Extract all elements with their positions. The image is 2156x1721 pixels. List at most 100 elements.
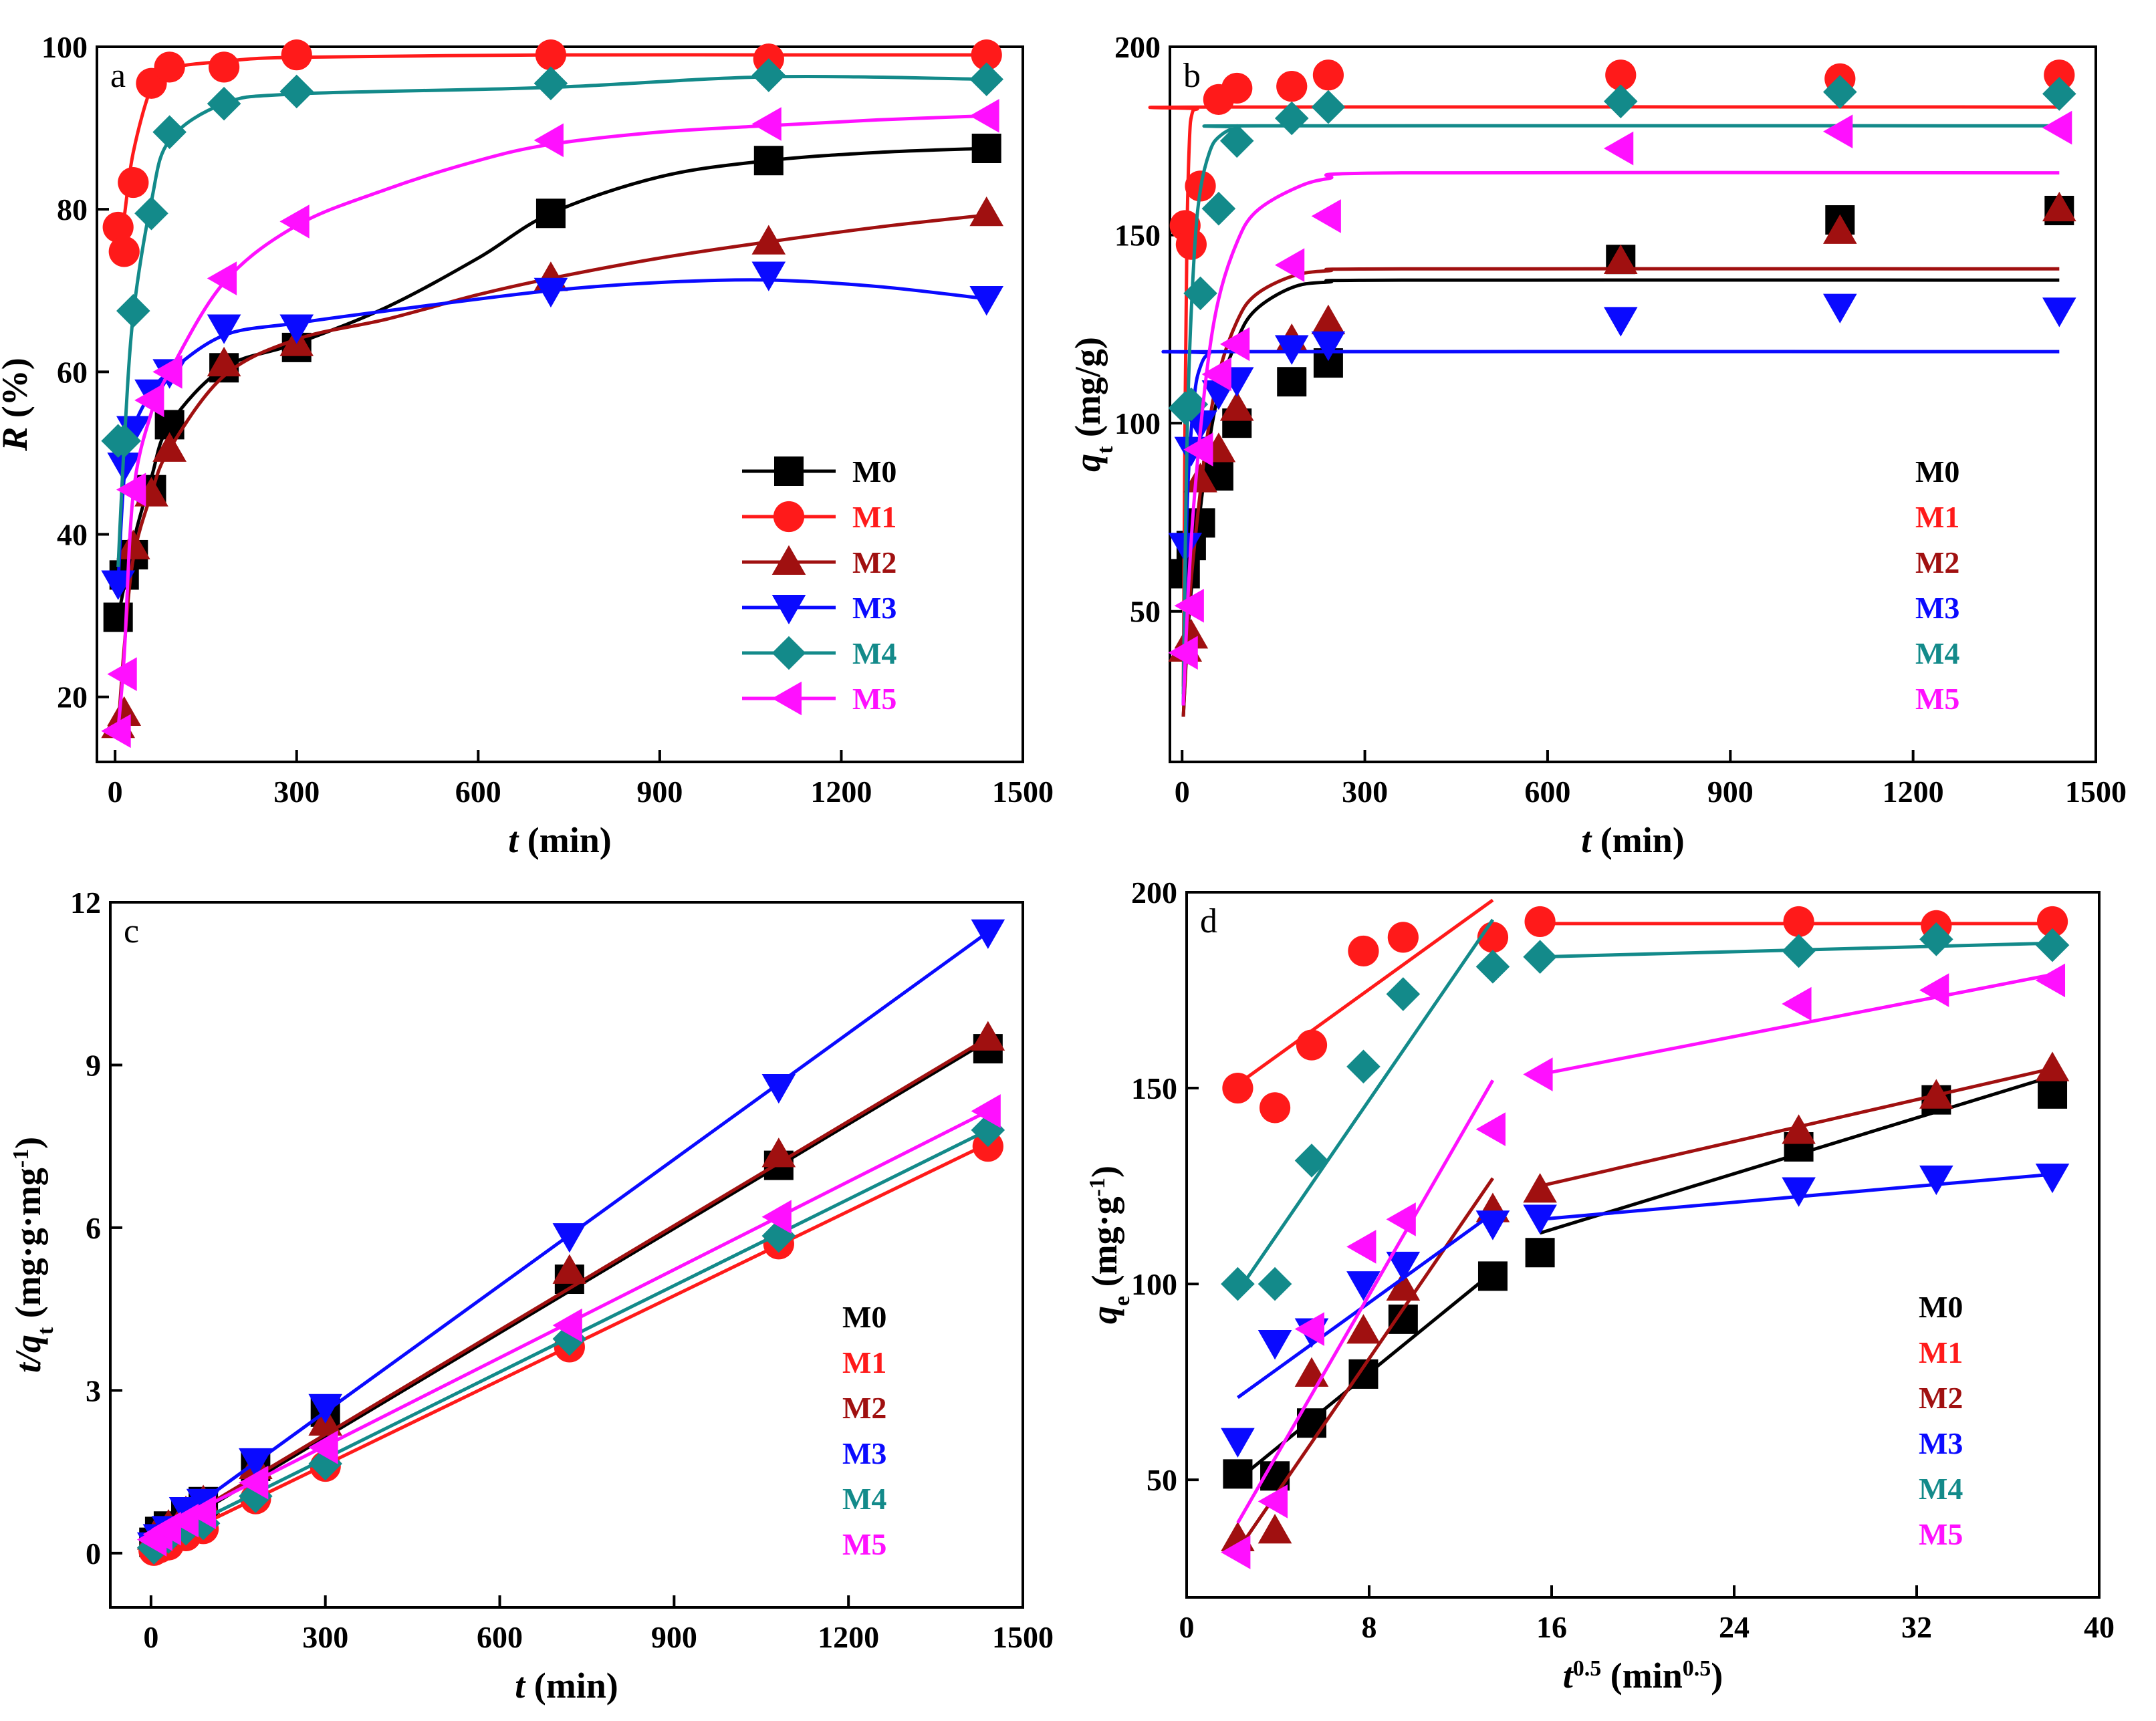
data-point-M3 [761,1073,796,1104]
legend-entry-M1: M1 [842,1345,886,1379]
data-point-M1 [118,166,149,198]
data-point-M3 [1311,331,1346,362]
legend-entry-M0: M0 [852,454,896,489]
data-point-M2 [1919,1079,1953,1109]
data-point-M0 [1223,1459,1253,1489]
fit-line-M2 [1181,267,2060,717]
data-point-M3 [2042,297,2076,327]
data-point-M3 [279,314,314,344]
data-point-M5 [1603,131,1634,166]
x-tick-label: 1500 [2065,775,2127,809]
data-point-M2 [1603,244,1638,274]
fit-line-M2 [1236,1177,1495,1552]
x-tick-label: 24 [1719,1610,1750,1644]
data-point-M2 [971,1021,1005,1051]
data-point-M5 [186,1495,217,1530]
data-point-M4 [1823,75,1857,109]
legend-entry-M3: M3 [852,591,896,625]
data-point-M1 [281,39,312,71]
data-point-M2 [107,696,142,726]
data-point-M2 [207,346,241,377]
legend: M0 M1 M2 M3 M4 M5 [742,454,896,716]
y-tick-label: 200 [1114,30,1161,64]
data-point-M5 [1219,327,1250,362]
data-point-M3 [2035,1163,2070,1194]
x-tick-label: 600 [1524,775,1570,809]
data-point-M4 [1294,1144,1329,1178]
series-M4 [1221,918,2070,1301]
fit-line-M1 [1236,898,1494,1086]
legend-entry-M0: M0 [1919,1290,1963,1324]
x-axis-label: t (min) [508,820,612,860]
data-point-M3 [1603,307,1638,337]
legend-entry-M1: M1 [1919,1335,1963,1369]
panel-a: 0 300 600 900 1200 1500 20 40 60 80 100 a t (min) R (… [0,30,1054,860]
data-point-M4 [1346,1049,1381,1084]
fit-line-M2 [144,1036,989,1544]
data-point-M3 [1346,1271,1381,1301]
data-point-M1 [1259,1092,1291,1123]
data-point-M2 [1311,304,1346,335]
series-M5 [136,1094,1001,1557]
legend-entry-M3: M3 [1915,591,1959,625]
data-point-M3 [969,285,1003,316]
data-point-M5 [1257,1484,1288,1518]
data-point-M2 [1346,1314,1381,1344]
data-point-M5 [1174,588,1204,623]
data-point-M4 [1183,276,1217,311]
data-point-M3 [308,1394,342,1424]
data-point-M1 [1222,1072,1253,1104]
fit-line-M4 [1181,124,2060,694]
y-tick-label: 50 [1147,1463,1177,1497]
plot-frame [1185,891,2101,1599]
data-point-M1 [1605,59,1637,91]
x-tick-label: 300 [273,775,320,809]
data-point-M5 [116,473,146,507]
data-point-M5 [1386,1202,1416,1236]
legend-entry-M0: M0 [842,1300,886,1334]
data-point-M5 [2042,110,2072,145]
data-point-M4 [969,62,1003,96]
data-point-M5 [1201,357,1231,392]
x-tick-label: 0 [1179,1610,1195,1644]
data-point-M4 [1386,977,1421,1011]
data-point-M2 [2042,191,2076,222]
data-point-M1 [1783,906,1814,938]
data-point-M2 [969,196,1003,227]
data-point-M1 [1175,229,1207,260]
data-point-M3 [1386,1251,1421,1282]
data-point-M5 [308,1430,338,1464]
data-point-M4 [107,424,142,458]
data-point-M4 [533,66,568,101]
y-tick-label: 100 [1114,406,1161,440]
data-point-M5 [279,205,310,239]
data-point-M5 [533,123,564,158]
data-point-M5 [1168,636,1198,670]
data-point-M5 [761,1200,792,1234]
x-tick-label: 32 [1901,1610,1932,1644]
data-point-M3 [1523,1204,1557,1234]
data-point-M4 [1782,934,1816,968]
legend-entry-M1: M1 [852,500,896,534]
legend-entry-M0: M0 [1915,454,1959,489]
data-point-M3 [971,919,1005,949]
x-tick-label: 40 [2084,1610,2115,1644]
data-point-M3 [1823,293,1857,323]
data-point-M4 [152,115,187,149]
series-M5 [101,99,999,749]
legend-entry-M2: M2 [842,1391,886,1425]
legend-marker-M2 [771,545,806,575]
data-point-M2 [1257,1514,1292,1544]
x-tick-label: 1200 [1883,775,1944,809]
data-point-M0 [535,198,566,229]
y-tick-label: 100 [41,30,88,64]
x-tick-label: 300 [302,1620,348,1654]
data-point-M5 [1274,248,1305,282]
data-point-M5 [101,714,131,749]
data-point-M4 [134,196,168,231]
panel-c: 0 300 600 900 1200 1500 0 3 6 9 12 c t (min) t/qt (mg… [8,886,1054,1706]
data-point-M0 [1477,1261,1508,1291]
x-tick-label: 0 [143,1620,158,1654]
data-point-M2 [761,1138,796,1168]
